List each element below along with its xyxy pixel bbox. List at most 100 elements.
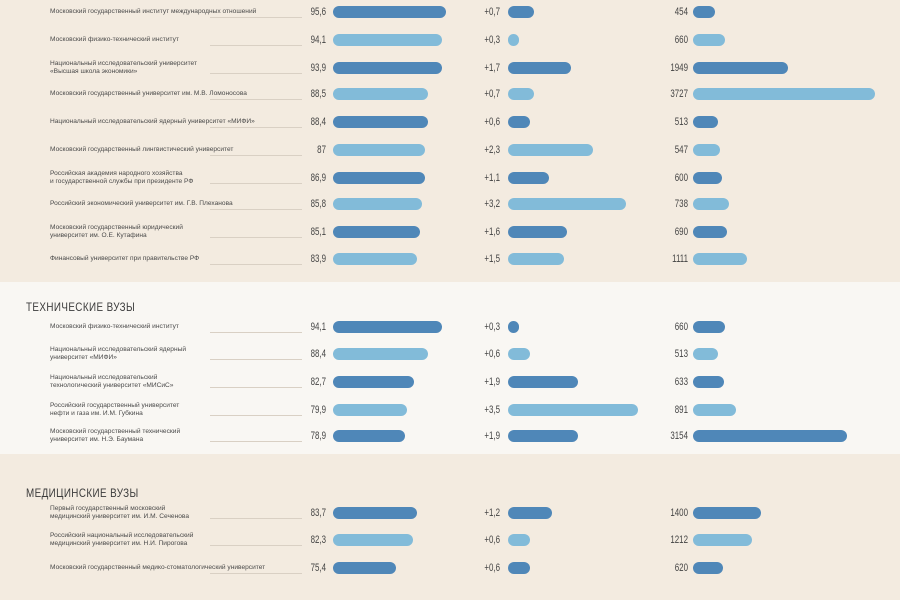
- count-bar: [693, 348, 719, 360]
- university-name-line: Российский государственный университет: [50, 402, 180, 409]
- count-label: 660: [674, 34, 688, 46]
- count-label: 3154: [670, 430, 688, 442]
- university-name-line: Национальный исследовательский ядерный: [50, 346, 187, 353]
- change-bar: [508, 6, 534, 18]
- change-bar: [508, 226, 568, 238]
- leader-line: [210, 415, 302, 416]
- university-name-line: Московский государственный юридический: [50, 224, 183, 231]
- change-bar: [508, 430, 579, 442]
- score-label: 85,1: [310, 226, 326, 238]
- count-bar: [693, 34, 726, 46]
- university-name: Российский экономический университет им.…: [50, 200, 295, 208]
- count-label: 600: [674, 172, 688, 184]
- score-bar: [333, 321, 443, 333]
- change-bar: [508, 562, 531, 574]
- score-bar: [333, 6, 447, 18]
- leader-line: [210, 518, 302, 519]
- change-bar: [508, 88, 534, 100]
- score-label: 82,7: [310, 376, 326, 388]
- change-bar: [508, 116, 531, 128]
- university-name: Московский государственный институт межд…: [50, 8, 295, 16]
- change-bar: [508, 144, 594, 156]
- score-bar: [333, 534, 414, 546]
- count-bar: [693, 534, 753, 546]
- change-label: +0,3: [484, 34, 500, 46]
- university-name: Московский физико-технический институт: [50, 36, 295, 44]
- leader-line: [210, 573, 302, 574]
- score-label: 95,6: [310, 6, 326, 18]
- score-bar: [333, 226, 421, 238]
- university-name: Национальный исследовательский ядерный у…: [50, 118, 295, 126]
- count-label: 1400: [670, 507, 688, 519]
- score-label: 82,3: [310, 534, 326, 546]
- change-label: +1,6: [484, 226, 500, 238]
- leader-line: [210, 155, 302, 156]
- university-name-line: Национальный исследовательский ядерный у…: [50, 118, 255, 125]
- score-label: 83,7: [310, 507, 326, 519]
- university-name-line: «Высшая школа экономики»: [50, 68, 138, 75]
- change-bar: [508, 348, 531, 360]
- university-name: Московский государственный медико-стомат…: [50, 564, 295, 572]
- count-bar: [693, 6, 716, 18]
- change-bar: [508, 253, 564, 265]
- section-band-top: [0, 0, 900, 282]
- score-label: 78,9: [310, 430, 326, 442]
- university-name-line: нефти и газа им. И.М. Губкина: [50, 410, 143, 417]
- change-label: +3,5: [484, 404, 500, 416]
- leader-line: [210, 183, 302, 184]
- university-name-line: Российская академия народного хозяйства: [50, 170, 183, 177]
- score-label: 88,4: [310, 116, 326, 128]
- university-name-line: университет «МИФИ»: [50, 354, 117, 361]
- score-bar: [333, 507, 417, 519]
- score-bar: [333, 198, 422, 210]
- university-name: Российский государственный университет не…: [50, 402, 295, 418]
- score-bar: [333, 172, 425, 184]
- change-bar: [508, 507, 553, 519]
- score-bar: [333, 253, 418, 265]
- count-bar: [693, 321, 726, 333]
- leader-line: [210, 545, 302, 546]
- count-label: 738: [674, 198, 688, 210]
- count-label: 660: [674, 321, 688, 333]
- change-label: +2,3: [484, 144, 500, 156]
- university-name-line: Национальный исследовательский университ…: [50, 60, 197, 67]
- change-label: +1,2: [484, 507, 500, 519]
- count-bar: [693, 198, 729, 210]
- university-name-line: Российский национальный исследовательски…: [50, 532, 194, 539]
- leader-line: [210, 73, 302, 74]
- count-bar: [693, 253, 748, 265]
- section-band-technical: [0, 282, 900, 454]
- change-label: +1,5: [484, 253, 500, 265]
- university-name-line: технологический университет «МИСиС»: [50, 382, 174, 389]
- change-label: +0,6: [484, 562, 500, 574]
- university-name-line: университет им. Н.Э. Баумана: [50, 436, 144, 443]
- university-name-line: Московский государственный институт межд…: [50, 8, 257, 15]
- university-name: Московский государственный университет и…: [50, 90, 295, 98]
- score-bar: [333, 430, 405, 442]
- university-name: Московский физико-технический институт: [50, 323, 295, 331]
- score-label: 87: [317, 144, 326, 156]
- count-bar: [693, 116, 719, 128]
- count-bar: [693, 62, 789, 74]
- university-name: Российская академия народного хозяйства и…: [50, 170, 295, 186]
- score-bar: [333, 376, 415, 388]
- leader-line: [210, 237, 302, 238]
- university-name-line: и государственной службы при президенте …: [50, 178, 194, 185]
- leader-line: [210, 359, 302, 360]
- section-band-medical: [0, 454, 900, 600]
- change-label: +0,7: [484, 6, 500, 18]
- change-bar: [508, 198, 627, 210]
- university-name-line: Национальный исследовательский: [50, 374, 158, 381]
- change-label: +3,2: [484, 198, 500, 210]
- change-bar: [508, 172, 549, 184]
- university-name-line: Московский государственный лингвистическ…: [50, 146, 234, 153]
- count-label: 513: [674, 348, 688, 360]
- change-bar: [508, 34, 520, 46]
- university-name-line: Московский государственный университет и…: [50, 90, 247, 97]
- university-name-line: Московский государственный медико-стомат…: [50, 564, 266, 571]
- change-bar: [508, 321, 520, 333]
- university-name: Финансовый университет при правительстве…: [50, 255, 295, 263]
- change-label: +1,9: [484, 430, 500, 442]
- change-label: +0,6: [484, 534, 500, 546]
- university-name-line: университет им. О.Е. Кутафина: [50, 232, 147, 239]
